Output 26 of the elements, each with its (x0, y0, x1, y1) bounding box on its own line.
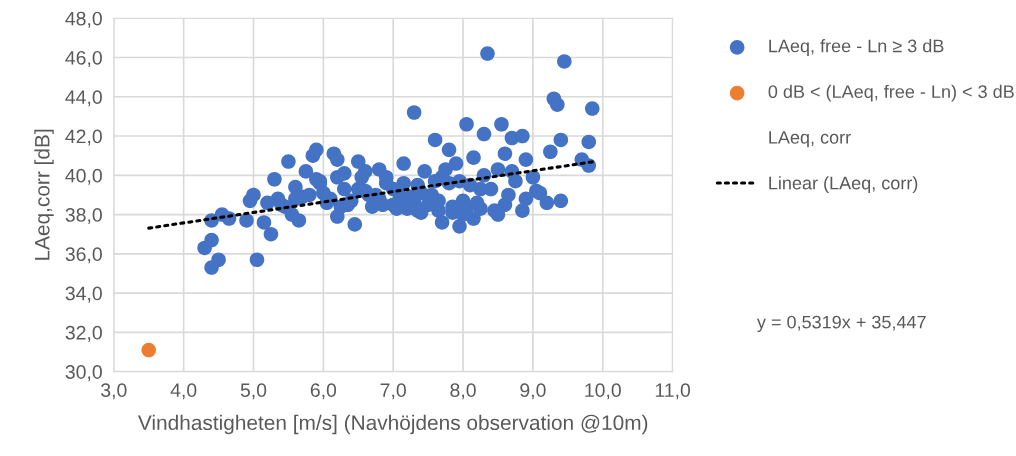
text: y = 0,5319x + 35,447 (756, 315, 926, 333)
y-tick-label: 42,0 (65, 129, 102, 146)
y-tick-label: 40,0 (65, 168, 102, 185)
x-tick-label: 6,0 (310, 383, 337, 400)
y-tick-label: 38,0 (65, 208, 102, 225)
text: LAeq, corr (769, 131, 851, 148)
x-tick-label: 8,0 (450, 383, 476, 400)
y-tick-label: 48,0 (65, 11, 102, 28)
y-tick-label: 44,0 (65, 90, 102, 107)
x-tick-label: 9,0 (520, 383, 546, 400)
y-tick-label: 32,0 (65, 325, 102, 342)
y-tick-label: 34,0 (65, 286, 102, 303)
x-tick-label: 7,0 (380, 383, 406, 400)
legend-label: Linear (LAeq, corr) (769, 176, 918, 194)
x-tick-label: 4,0 (170, 383, 197, 400)
x-tick-label: 5,0 (240, 383, 267, 400)
x-axis-title: Vindhastigheten [m/s] (Navhöjdens observation @10m) (137, 414, 648, 435)
y-tick-label: 36,0 (65, 247, 102, 264)
x-tick-label: 11,0 (655, 383, 691, 400)
legend-label: LAeq, free - Ln ≥ 3 dB (769, 39, 944, 56)
x-tick-label: 10,0 (585, 383, 621, 400)
legend-label: 0 dB < (LAeq, free - Ln) < 3 dB (768, 84, 1014, 102)
y-tick-label: 46,0 (65, 50, 102, 68)
y-tick-label: 30,0 (65, 365, 102, 382)
y-axis-title: LAeq,corr [dB] (34, 129, 54, 260)
x-tick-label: 3,0 (101, 383, 127, 400)
